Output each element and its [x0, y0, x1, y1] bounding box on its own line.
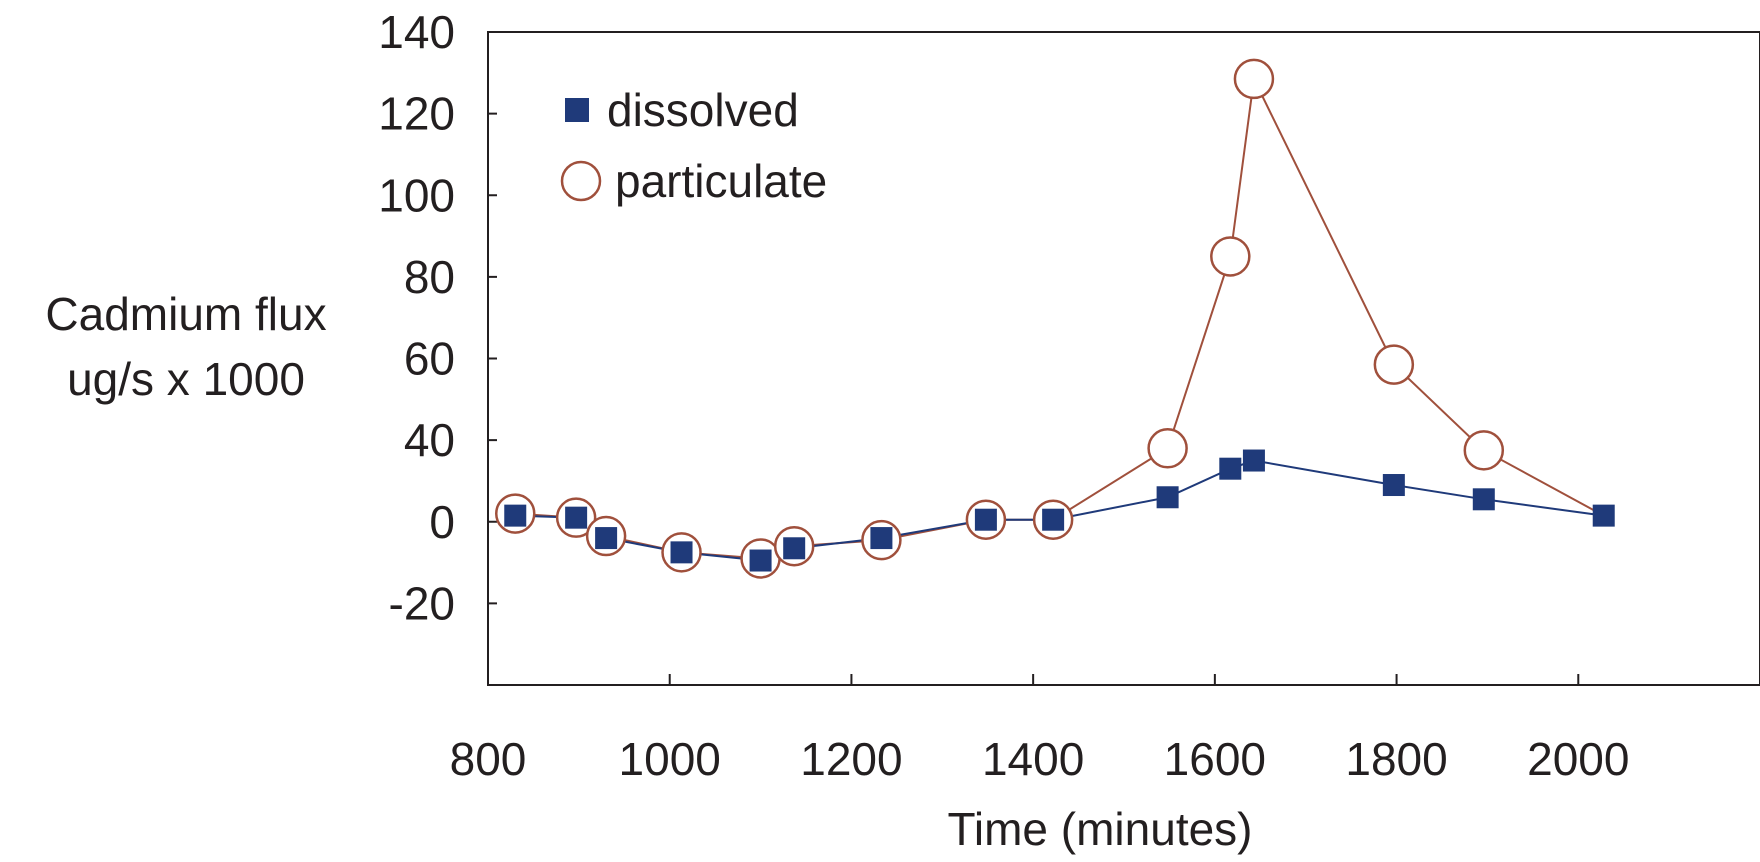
- dissolved-point: [1382, 474, 1405, 497]
- particulate-point: [1147, 428, 1188, 469]
- dissolved-point: [870, 527, 893, 550]
- dissolved-point: [1592, 504, 1615, 527]
- x-tick-label: 1200: [800, 733, 902, 785]
- y-tick-label: 40: [404, 414, 455, 466]
- y-tick-label: -20: [389, 577, 455, 629]
- legend-particulate-label: particulate: [615, 155, 827, 207]
- y-tick-label: 140: [378, 6, 455, 58]
- legend: dissolved particulate: [560, 84, 827, 207]
- dissolved-point: [974, 508, 997, 531]
- legend-dissolved-label: dissolved: [607, 84, 799, 136]
- legend-dissolved-marker: [565, 98, 589, 122]
- y-tick-label: 0: [429, 496, 455, 548]
- dissolved-point: [504, 504, 527, 527]
- y-tick-label: 100: [378, 169, 455, 221]
- x-tick-label: 1400: [982, 733, 1084, 785]
- dissolved-point: [670, 541, 693, 564]
- particulate-point: [1210, 236, 1251, 277]
- dissolved-point: [1242, 449, 1265, 472]
- y-axis-label-line-2: ug/s x 1000: [67, 353, 305, 405]
- x-tick-label: 2000: [1527, 733, 1629, 785]
- dissolved-point: [1156, 486, 1179, 509]
- dissolved-point: [783, 537, 806, 560]
- y-axis-ticks: -20 0 40 60 80 100 120 140: [378, 6, 497, 686]
- x-axis-label: Time (minutes): [948, 803, 1253, 855]
- dissolved-point: [595, 527, 618, 550]
- y-tick-label: 80: [404, 251, 455, 303]
- particulate-point: [1463, 430, 1505, 471]
- y-tick-label: 120: [378, 88, 455, 140]
- legend-particulate-marker: [560, 160, 602, 202]
- x-tick-label: 800: [450, 733, 527, 785]
- dissolved-point: [565, 506, 588, 529]
- dissolved-point: [1219, 457, 1242, 480]
- series-layer: [495, 58, 1615, 579]
- particulate-point: [1233, 58, 1275, 100]
- x-tick-label: 1000: [619, 733, 721, 785]
- y-tick-label: 60: [404, 333, 455, 385]
- x-axis-ticks: 800 1000 1200 1400 1600 1800 2000: [450, 674, 1629, 785]
- dissolved-point: [1472, 488, 1495, 511]
- x-tick-label: 1600: [1164, 733, 1266, 785]
- dissolved-point: [1042, 508, 1065, 531]
- particulate-series-line: [515, 75, 1605, 560]
- particulate-point: [1373, 344, 1415, 385]
- y-axis-label-line-1: Cadmium flux: [45, 288, 326, 340]
- x-tick-label: 1800: [1345, 733, 1447, 785]
- dissolved-point: [749, 549, 772, 572]
